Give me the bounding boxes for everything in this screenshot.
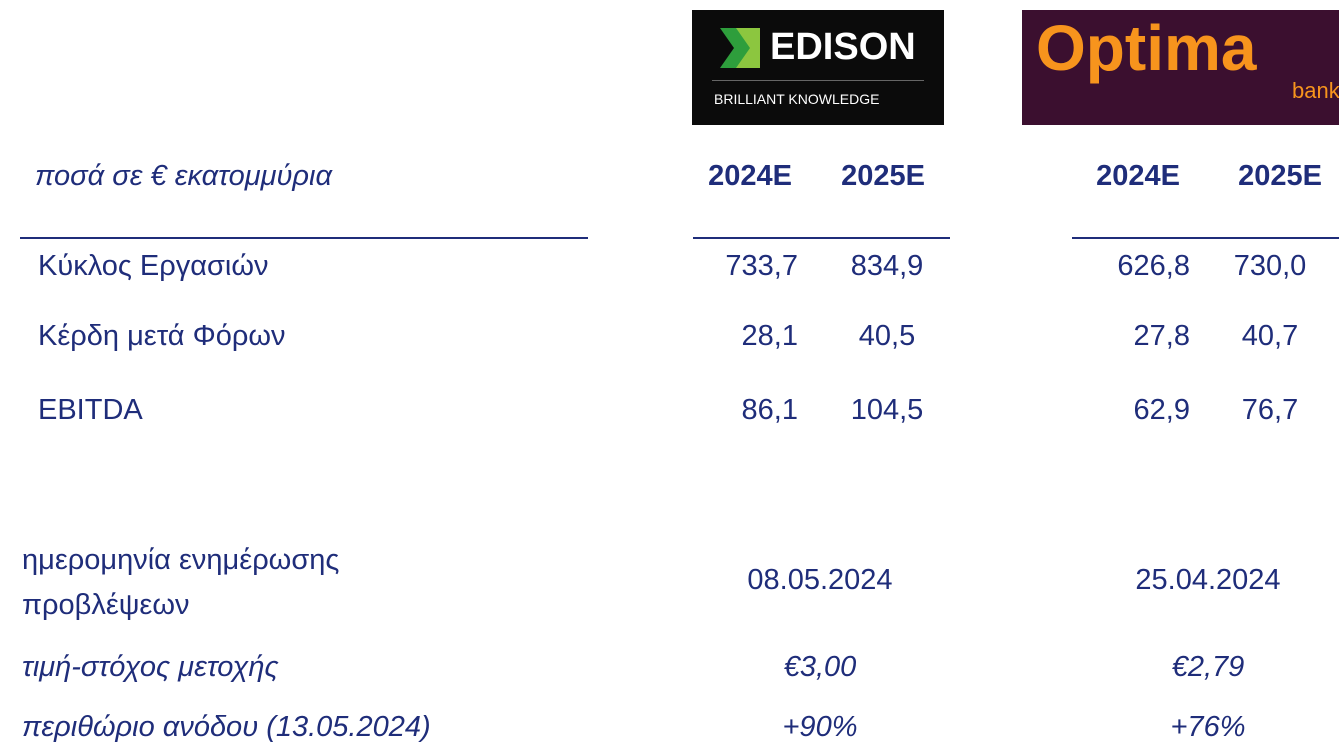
rule	[693, 237, 950, 239]
edison-icon	[720, 28, 760, 68]
column-header: 2025E	[841, 160, 925, 192]
rule	[1072, 237, 1339, 239]
cell: 626,8	[1117, 250, 1190, 282]
detail-value: 25.04.2024	[1135, 564, 1281, 596]
detail-value: €2,79	[1171, 651, 1245, 683]
cell: 40,7	[1241, 320, 1299, 352]
cell: 730,0	[1233, 250, 1307, 282]
divider	[712, 80, 924, 81]
cell: 40,5	[858, 320, 916, 352]
detail-label: προβλέψεων	[22, 589, 190, 621]
detail-value: 08.05.2024	[747, 564, 893, 596]
column-header: 2024E	[708, 160, 792, 192]
cell: 834,9	[850, 250, 924, 282]
optima-name: Optima	[1036, 12, 1257, 84]
row-label: Κέρδη μετά Φόρων	[38, 320, 286, 352]
cell: 27,8	[1133, 320, 1190, 352]
edison-tagline: BRILLIANT KNOWLEDGE	[714, 91, 880, 107]
cell: 104,5	[850, 394, 924, 426]
detail-value: +90%	[782, 711, 858, 743]
edison-logo: EDISON BRILLIANT KNOWLEDGE	[692, 10, 944, 125]
column-header: 2025E	[1238, 160, 1322, 192]
rule	[20, 237, 588, 239]
edison-name: EDISON	[770, 26, 916, 68]
cell: 28,1	[741, 320, 798, 352]
cell: 62,9	[1133, 394, 1190, 426]
optima-logo: Optima bank	[1022, 10, 1339, 125]
unit-label: ποσά σε € εκατομμύρια	[35, 160, 333, 192]
cell: 733,7	[725, 250, 798, 282]
detail-label: περιθώριο ανόδου (13.05.2024)	[22, 711, 431, 743]
detail-label: ημερομηνία ενημέρωσης	[22, 544, 340, 576]
row-label: Κύκλος Εργασιών	[38, 250, 269, 282]
column-header: 2024E	[1096, 160, 1180, 192]
optima-tagline: bank	[1292, 78, 1339, 103]
cell: 86,1	[741, 394, 798, 426]
detail-value: +76%	[1170, 711, 1246, 743]
detail-value: €3,00	[783, 651, 857, 683]
row-label: EBITDA	[38, 394, 143, 426]
detail-label: τιμή-στόχος μετοχής	[22, 651, 279, 683]
cell: 76,7	[1241, 394, 1299, 426]
